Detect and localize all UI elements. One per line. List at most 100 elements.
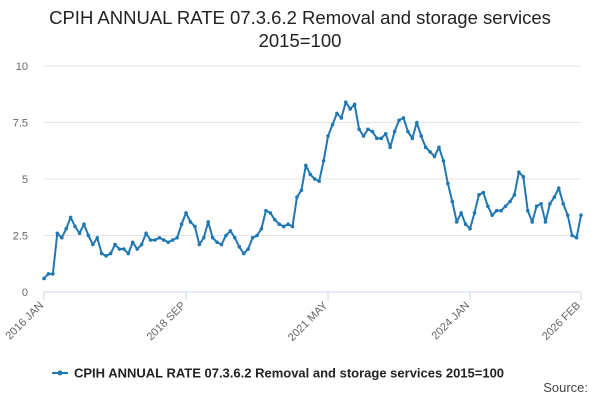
data-point xyxy=(352,102,357,107)
data-point xyxy=(153,238,157,242)
data-point xyxy=(68,215,73,220)
data-point xyxy=(170,238,175,242)
x-tick-label: 2026 FEB xyxy=(540,300,583,343)
data-point xyxy=(308,172,313,177)
data-point xyxy=(370,129,375,134)
data-point xyxy=(95,235,100,240)
data-point xyxy=(250,235,255,240)
data-point xyxy=(552,195,557,199)
data-point xyxy=(272,217,277,222)
data-point xyxy=(499,208,503,213)
chart-title-line-1: CPIH ANNUAL RATE 07.3.6.2 Removal and st… xyxy=(49,7,551,28)
y-tick-label: 0 xyxy=(22,287,28,299)
data-point xyxy=(295,195,299,199)
data-point xyxy=(210,235,215,240)
data-point xyxy=(454,220,459,224)
data-point xyxy=(144,231,148,236)
y-tick-label: 5 xyxy=(22,174,28,186)
data-point xyxy=(130,240,135,245)
data-point xyxy=(565,213,570,217)
data-point xyxy=(312,177,317,181)
data-point xyxy=(366,127,370,132)
data-point xyxy=(579,213,583,217)
data-point xyxy=(139,242,144,247)
data-point xyxy=(108,251,113,256)
data-point xyxy=(281,224,286,229)
data-point xyxy=(548,202,552,206)
data-point xyxy=(561,202,566,206)
data-point xyxy=(490,213,495,217)
x-tick-label: 2016 JAN xyxy=(3,300,46,343)
data-point xyxy=(304,163,308,168)
data-point xyxy=(255,233,259,238)
x-tick-label: 2018 SEP xyxy=(145,300,189,344)
data-point xyxy=(530,220,534,224)
data-point xyxy=(441,159,446,163)
data-point xyxy=(42,276,46,281)
data-point xyxy=(321,159,326,163)
data-point xyxy=(481,190,486,195)
data-point xyxy=(91,242,95,247)
y-tick-label: 10 xyxy=(16,61,28,73)
data-point xyxy=(246,247,250,251)
data-point xyxy=(406,129,410,134)
data-point xyxy=(388,145,392,150)
data-point xyxy=(224,233,228,238)
data-point xyxy=(122,247,126,251)
data-point xyxy=(86,233,91,238)
data-point xyxy=(241,251,246,256)
source-label: Source: xyxy=(543,380,588,395)
data-point xyxy=(59,235,64,240)
data-point xyxy=(508,199,512,204)
data-point xyxy=(432,154,437,159)
data-point xyxy=(379,136,384,141)
data-point xyxy=(335,111,339,116)
data-point xyxy=(472,211,477,215)
data-point xyxy=(375,136,379,141)
data-point xyxy=(206,220,211,224)
data-point xyxy=(179,222,184,226)
y-tick-label: 2.5 xyxy=(13,231,28,243)
data-point xyxy=(175,235,179,240)
data-point xyxy=(51,272,55,276)
data-point xyxy=(197,242,202,247)
data-point xyxy=(215,240,219,245)
chart-title-line-2: 2015=100 xyxy=(258,30,342,51)
data-point xyxy=(463,222,468,226)
data-point xyxy=(126,251,131,256)
data-point xyxy=(135,247,139,251)
data-point xyxy=(99,251,104,256)
data-point xyxy=(237,245,242,249)
data-point xyxy=(73,224,77,229)
data-point xyxy=(330,122,335,127)
data-point xyxy=(570,233,574,238)
x-tick-label: 2021 MAY xyxy=(286,299,331,344)
data-point xyxy=(446,181,450,186)
data-point xyxy=(148,238,153,242)
data-point xyxy=(193,224,197,229)
data-point xyxy=(459,211,463,215)
data-point xyxy=(392,129,397,134)
data-point xyxy=(539,202,543,206)
data-point xyxy=(162,238,166,242)
data-point xyxy=(477,193,481,197)
data-point xyxy=(397,118,401,123)
data-point xyxy=(401,116,406,120)
data-point xyxy=(525,208,530,213)
data-point xyxy=(113,242,117,247)
data-point xyxy=(450,199,455,204)
data-point xyxy=(543,220,548,224)
data-point xyxy=(264,208,268,213)
data-point xyxy=(46,272,51,276)
x-tick-label: 2024 JAN xyxy=(430,300,473,343)
data-point xyxy=(188,220,193,224)
data-point xyxy=(348,107,353,111)
data-point xyxy=(299,188,304,193)
data-point xyxy=(339,116,344,120)
data-point xyxy=(517,170,521,175)
data-point xyxy=(104,254,108,258)
data-point xyxy=(410,136,415,141)
y-tick-label: 7.5 xyxy=(13,118,28,130)
data-point xyxy=(286,222,290,226)
data-point xyxy=(268,211,273,215)
